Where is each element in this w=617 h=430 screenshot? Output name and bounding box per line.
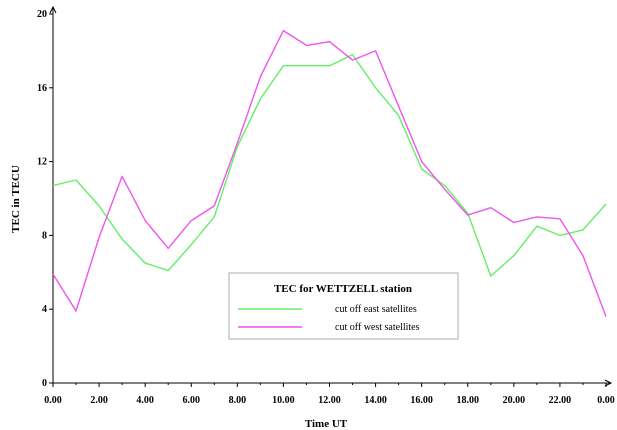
x-tick-label: 12.00 [318, 395, 341, 406]
y-axis-arrow [49, 5, 57, 14]
y-axis-ticks: 0 4 8 12 16 20 [37, 9, 53, 389]
legend-title: TEC for WETTZELL station [274, 283, 412, 295]
x-tick-label: 6.00 [183, 395, 201, 406]
y-tick-label: 8 [42, 230, 47, 241]
y-axis-title: TEC in TECU [10, 165, 22, 233]
axes [49, 5, 613, 387]
x-tick-label: 10.00 [272, 395, 295, 406]
x-axis-arrow [604, 379, 613, 387]
x-tick-label: 0.00 [44, 395, 62, 406]
x-axis-ticks: 0.00 2.00 4.00 6.00 8.00 10.00 12.00 14.00 16.00… [44, 383, 615, 406]
x-axis-title: Time UT [305, 418, 348, 430]
x-tick-label: 16.00 [410, 395, 433, 406]
x-tick-label: 20.00 [503, 395, 526, 406]
y-tick-label: 20 [37, 9, 47, 20]
y-tick-label: 16 [37, 83, 47, 94]
legend-label-east: cut off east satellites [335, 304, 417, 315]
series-line-east [52, 53, 607, 277]
x-tick-label: 22.00 [549, 395, 572, 406]
legend-box [228, 272, 459, 340]
series-lines [52, 29, 607, 317]
x-tick-label: 8.00 [229, 395, 247, 406]
x-tick-label: 18.00 [457, 395, 480, 406]
x-tick-label: 0.00 [597, 395, 615, 406]
x-tick-label: 2.00 [90, 395, 108, 406]
y-tick-label: 4 [42, 304, 47, 315]
y-tick-label: 0 [42, 378, 47, 389]
x-tick-label: 4.00 [136, 395, 154, 406]
legend: TEC for WETTZELL station cut off east sa… [228, 272, 459, 340]
legend-label-west: cut off west satellites [335, 322, 420, 333]
x-tick-label: 14.00 [364, 395, 387, 406]
series-line-west [52, 29, 607, 317]
y-tick-label: 12 [37, 157, 47, 168]
